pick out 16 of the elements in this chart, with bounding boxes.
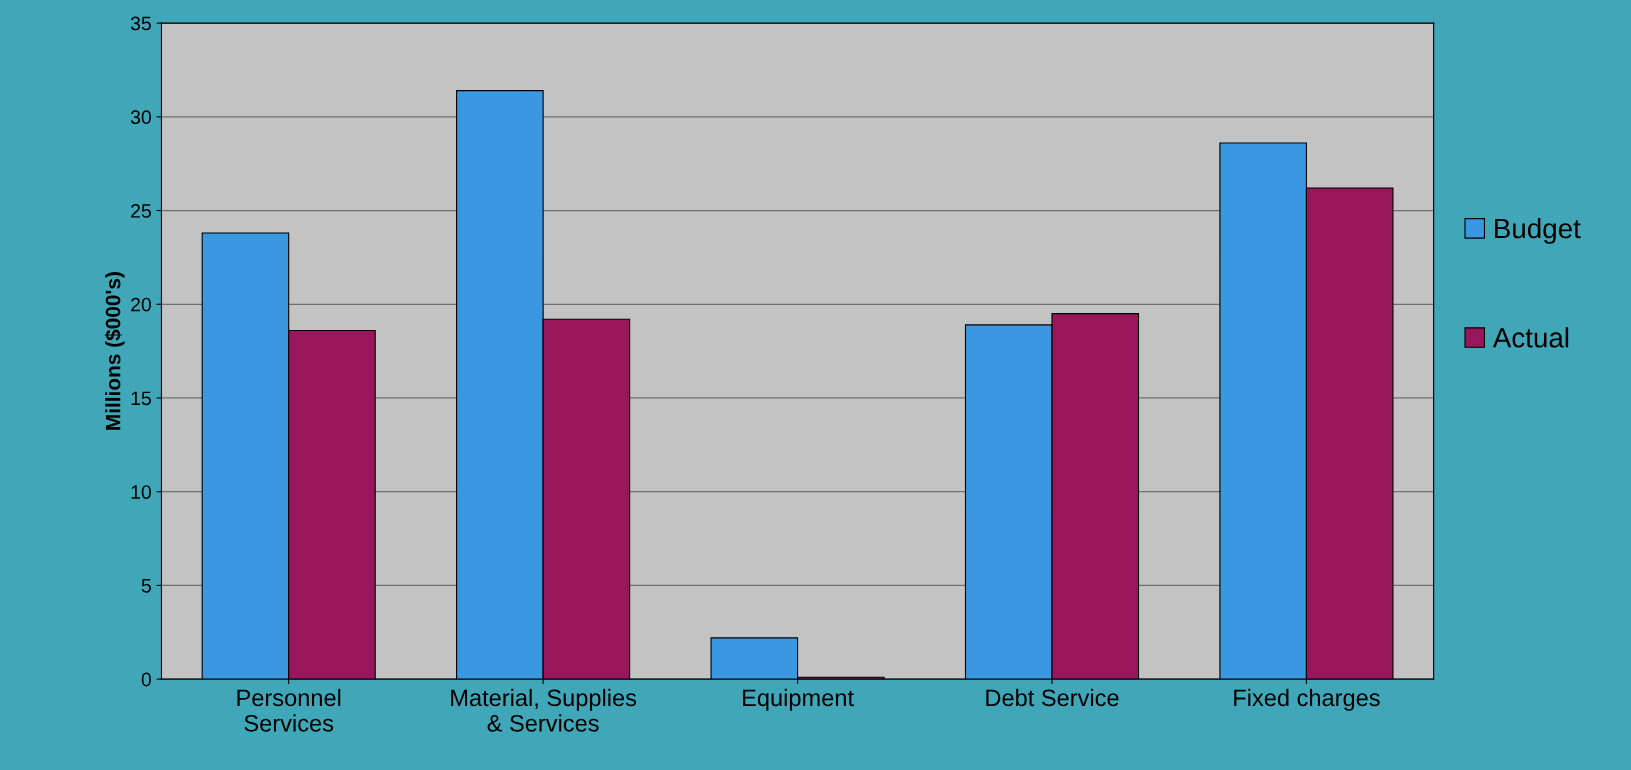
y-tick-label: 5 (141, 579, 151, 593)
y-tick-label: 15 (131, 391, 151, 406)
legend-label: Actual (1492, 327, 1569, 348)
x-tick-label: Debt Service (986, 688, 1119, 707)
x-tick-label: Material, Supplies & Services (451, 688, 637, 732)
y-axis-title: Millions ($000's) (104, 272, 125, 430)
x-tick-label: Fixed charges (1234, 688, 1380, 711)
x-tick-label: Personnel Services (237, 688, 341, 732)
y-tick-label: 20 (131, 297, 151, 312)
y-tick-label: 30 (130, 110, 151, 125)
y-tick-label: 10 (131, 485, 151, 499)
y-tick-label: 25 (131, 204, 151, 218)
y-tick-label: 0 (141, 672, 151, 687)
legend-label: Budget (1495, 217, 1581, 244)
y-tick-label: 35 (130, 16, 151, 31)
x-tick-label: Equipment (743, 688, 854, 711)
